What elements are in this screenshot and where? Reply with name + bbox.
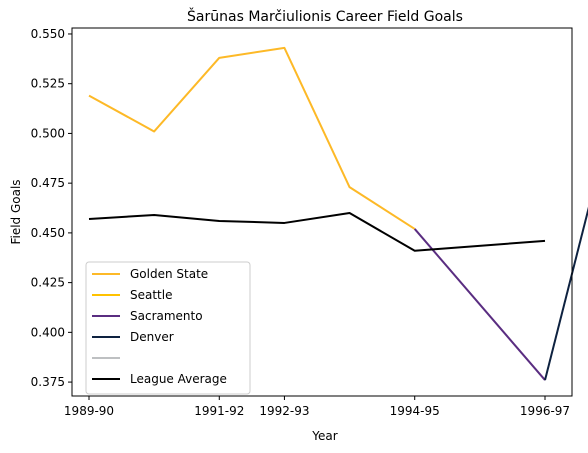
y-tick-label: 0.475	[31, 176, 65, 190]
chart-title: Šarūnas Marčiulionis Career Field Goals	[187, 7, 463, 25]
x-tick-label: 1989-90	[64, 404, 114, 418]
y-tick-label: 0.525	[31, 77, 65, 91]
x-tick-label: 1994-95	[390, 404, 440, 418]
plot-frame	[71, 27, 573, 397]
series-line-league-average	[88, 211, 546, 252]
x-axis: 1989-90 1991-92 1992-93 1994-95 1996-97	[64, 396, 570, 418]
series-line-sacramento	[413, 228, 546, 381]
legend-frame	[85, 261, 251, 395]
x-tick-label: 1992-93	[259, 404, 309, 418]
y-axis: 0.375 0.400 0.425 0.450 0.475 0.500 0.525 0.550	[31, 27, 72, 389]
x-axis-label: Year	[311, 429, 337, 443]
series-line-denver	[544, 206, 588, 381]
legend-label: League Average	[130, 372, 227, 386]
legend: Golden State Seattle Sacramento Denver Leagu…	[85, 261, 251, 395]
y-tick-label: 0.500	[31, 126, 65, 140]
y-tick-label: 0.400	[31, 325, 65, 339]
y-tick-label: 0.550	[31, 27, 65, 41]
legend-label: Seattle	[130, 288, 172, 302]
legend-label: Sacramento	[130, 309, 203, 323]
series-lines	[88, 46, 588, 381]
y-axis-label: Field Goals	[9, 179, 23, 244]
legend-label: Golden State	[130, 267, 208, 281]
series-line-golden-state	[88, 46, 416, 230]
legend-label: Denver	[130, 330, 174, 344]
y-tick-label: 0.375	[31, 375, 65, 389]
x-tick-label: 1991-92	[194, 404, 244, 418]
x-tick-label: 1996-97	[520, 404, 570, 418]
y-tick-label: 0.425	[31, 276, 65, 290]
y-tick-label: 0.450	[31, 226, 65, 240]
